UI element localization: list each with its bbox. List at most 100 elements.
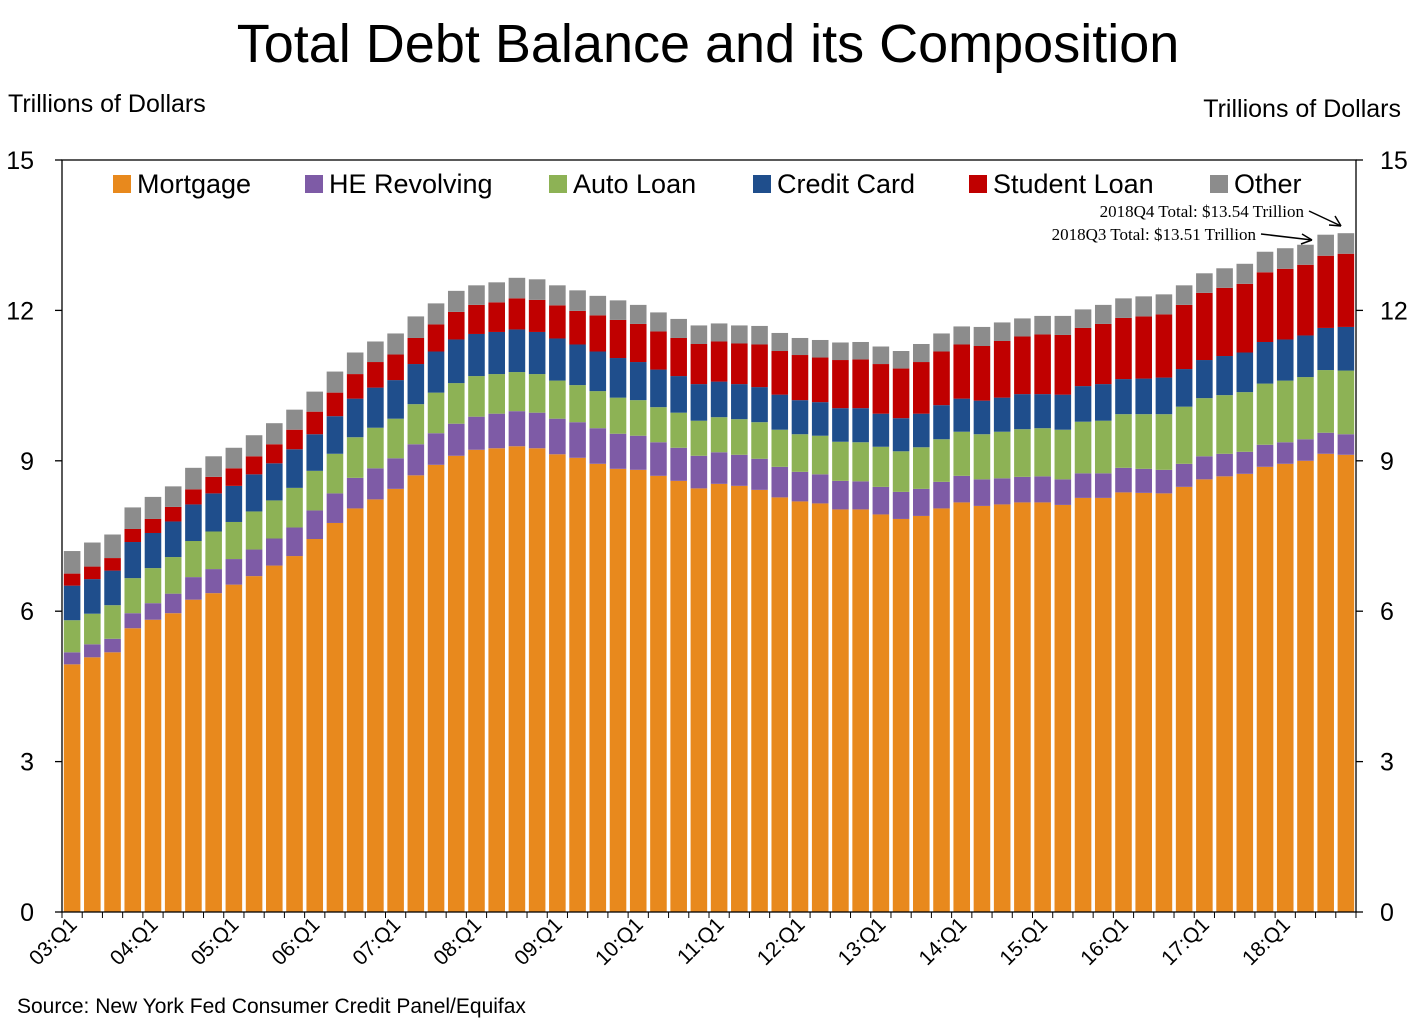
bar-09-q1-series-4 — [549, 305, 566, 339]
bar-14-q1-series-0 — [953, 502, 971, 912]
bar-04-q1-series-3 — [144, 532, 162, 569]
bar-15-q4-series-4 — [1094, 323, 1112, 385]
bar-07-q4-series-3 — [447, 339, 465, 384]
bar-15-q3-series-0 — [1074, 497, 1092, 912]
bar-16-q2-series-5 — [1135, 296, 1152, 317]
bar-04-q2-series-4 — [164, 506, 182, 522]
bar-11-q4-series-5 — [771, 332, 789, 352]
bar-09-q1-series-0 — [549, 454, 566, 912]
bar-15-q1-series-1 — [1034, 476, 1051, 503]
bar-05-q3-series-4 — [266, 444, 283, 464]
legend-swatch-mortgage — [113, 175, 131, 193]
bar-10-q2-series-4 — [650, 331, 667, 370]
bar-09-q4-series-0 — [609, 468, 627, 912]
bar-05-q4-series-5 — [286, 409, 303, 430]
bar-18-q4-series-5 — [1337, 233, 1355, 254]
bar-13-q3-series-1 — [913, 488, 930, 516]
bar-07-q3-series-5 — [427, 303, 445, 325]
bar-06-q1-series-4 — [306, 411, 324, 435]
bar-07-q4-series-5 — [447, 290, 465, 312]
bar-05-q1-series-4 — [225, 468, 243, 486]
bar-13-q3-series-2 — [913, 447, 930, 489]
bar-12-q2-series-3 — [811, 402, 829, 436]
bar-06-q3-series-5 — [346, 352, 364, 375]
bar-06-q4-series-1 — [367, 468, 384, 500]
bar-13-q4-series-1 — [933, 481, 950, 509]
bar-13-q2-series-4 — [892, 368, 910, 419]
y-tick-label-left: 0 — [20, 899, 34, 927]
bar-06-q1-series-5 — [306, 391, 324, 412]
bar-05-q4-series-1 — [286, 527, 303, 557]
bar-05-q2-series-4 — [245, 456, 263, 475]
bar-09-q3-series-0 — [589, 463, 607, 912]
bar-18-q2-series-1 — [1297, 439, 1314, 461]
bar-11-q3-series-4 — [751, 344, 768, 388]
bar-03-q1-series-1 — [63, 652, 81, 665]
bar-18-q1-series-2 — [1276, 380, 1294, 443]
bar-05-q1-series-2 — [225, 521, 243, 560]
bar-16-q3-series-3 — [1155, 377, 1173, 415]
bar-16-q4-series-4 — [1175, 304, 1193, 370]
bar-17-q3-series-4 — [1236, 283, 1254, 353]
bar-15-q4-series-0 — [1094, 497, 1112, 912]
bar-14-q2-series-2 — [973, 434, 991, 480]
bar-11-q1-series-5 — [710, 323, 728, 342]
bar-05-q2-series-5 — [245, 435, 263, 457]
bar-10-q4-series-1 — [690, 455, 708, 489]
bar-05-q3-series-5 — [266, 423, 283, 445]
bar-07-q2-series-1 — [407, 444, 425, 476]
bar-08-q3-series-5 — [508, 277, 526, 299]
bar-16-q4-series-1 — [1175, 463, 1193, 487]
bar-18-q2-series-4 — [1297, 264, 1314, 336]
bar-09-q1-series-5 — [549, 285, 566, 306]
bar-15-q3-series-5 — [1074, 309, 1092, 328]
bar-04-q3-series-5 — [185, 467, 202, 490]
bar-13-q2-series-5 — [892, 351, 910, 369]
bar-17-q4-series-4 — [1256, 272, 1274, 342]
bar-18-q4-series-4 — [1337, 253, 1355, 327]
bar-08-q4-series-0 — [528, 448, 546, 912]
bar-13-q1-series-4 — [872, 364, 890, 414]
bar-18-q2-series-0 — [1297, 460, 1314, 912]
bar-13-q3-series-5 — [913, 343, 930, 363]
bar-07-q4-series-4 — [447, 311, 465, 340]
bar-06-q1-series-1 — [306, 510, 324, 540]
bar-16-q2-series-3 — [1135, 378, 1152, 415]
bar-07-q3-series-2 — [427, 392, 445, 434]
y-tick-label-left: 9 — [20, 448, 34, 476]
bar-06-q2-series-5 — [326, 371, 344, 393]
bar-12-q2-series-0 — [811, 503, 829, 912]
bar-12-q1-series-1 — [791, 471, 809, 502]
bar-12-q1-series-2 — [791, 434, 809, 472]
x-tick-label: 16:Q1 — [1076, 913, 1133, 970]
bar-18-q1-series-1 — [1276, 442, 1294, 464]
bar-17-q4-series-5 — [1256, 251, 1274, 273]
bar-08-q1-series-5 — [468, 285, 485, 305]
bar-03-q3-series-1 — [104, 638, 121, 653]
bar-13-q2-series-0 — [892, 518, 910, 912]
bar-12-q3-series-5 — [832, 342, 849, 361]
bar-18-q3-series-3 — [1317, 327, 1334, 371]
bar-12-q4-series-2 — [852, 442, 869, 482]
bar-14-q1-series-2 — [953, 431, 971, 476]
x-tick-label: 12:Q1 — [753, 913, 810, 970]
legend-label-credit-card: Credit Card — [777, 169, 915, 199]
bar-16-q1-series-5 — [1115, 298, 1132, 318]
x-ticks-layer: 03:Q1 04:Q1 05:Q1 06:Q1 07:Q1 08:Q1 09:Q1 10:Q1… — [25, 912, 1357, 970]
x-tick-label: 10:Q1 — [591, 913, 648, 970]
bar-11-q2-series-5 — [731, 325, 748, 344]
bar-15-q3-series-1 — [1074, 473, 1092, 498]
bar-08-q2-series-1 — [488, 413, 505, 449]
bar-17-q2-series-3 — [1216, 356, 1233, 396]
bar-18-q1-series-4 — [1276, 268, 1294, 340]
bar-09-q1-series-2 — [549, 380, 566, 419]
bar-11-q2-series-3 — [731, 384, 748, 420]
bar-13-q4-series-3 — [933, 405, 950, 440]
annotation-2018q3-arrow — [1260, 233, 1313, 241]
legend-label-student-loan: Student Loan — [993, 169, 1154, 199]
bar-10-q3-series-3 — [670, 376, 687, 413]
bar-04-q3-series-3 — [185, 504, 202, 542]
bar-03-q2-series-2 — [84, 613, 101, 645]
bar-10-q2-series-1 — [650, 442, 667, 476]
bar-17-q2-series-4 — [1216, 287, 1233, 357]
